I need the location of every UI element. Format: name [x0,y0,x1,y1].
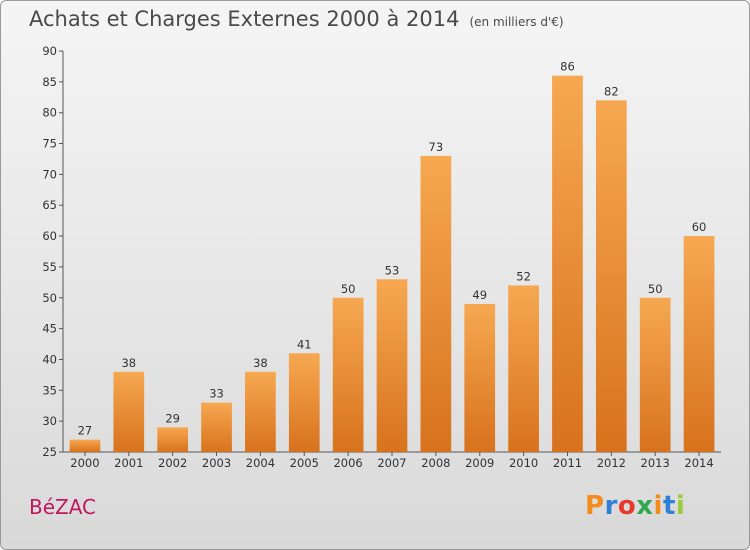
x-tick-label: 2000 [70,456,99,470]
bar [201,402,232,452]
x-tick-label: 2002 [158,456,187,470]
y-tick-label: 90 [42,44,57,58]
logo-letter: i [675,491,686,521]
data-label: 60 [692,220,707,234]
y-tick-label: 25 [42,445,57,459]
y-tick-label: 30 [42,414,57,428]
y-tick-label: 85 [42,75,57,89]
bar [464,303,496,452]
x-tick-label: 2004 [246,456,275,470]
y-tick-label: 70 [42,167,57,181]
data-label: 53 [385,263,400,277]
logo-letter: P [585,491,605,521]
data-label: 38 [121,356,136,370]
bar [113,371,145,452]
x-tick-label: 2001 [114,456,143,470]
data-label: 86 [560,60,575,74]
bar [245,371,276,452]
logo-letter: o [617,491,637,521]
data-label: 73 [429,140,444,154]
bar [69,439,101,452]
bar [683,236,715,452]
data-label: 82 [604,84,619,98]
proxiti-logo: Proxiti [585,491,685,521]
bar [508,285,539,452]
data-label: 49 [472,288,487,302]
y-tick-label: 50 [42,291,57,305]
bar [420,155,452,452]
y-tick-label: 65 [42,198,57,212]
logo-letter: r [604,491,618,521]
bar [157,427,189,452]
x-tick-label: 2005 [290,456,319,470]
bar [376,279,408,452]
x-tick-label: 2007 [377,456,406,470]
y-tick-label: 35 [42,383,57,397]
data-label: 33 [209,387,224,401]
title-row: Achats et Charges Externes 2000 à 2014 (e… [29,7,564,31]
x-tick-label: 2014 [684,456,713,470]
y-tick-label: 40 [42,352,57,366]
x-tick-label: 2008 [421,456,450,470]
data-label: 50 [648,282,663,296]
logo-letter: x [636,491,654,521]
x-tick-label: 2006 [333,456,362,470]
x-tick-label: 2011 [553,456,582,470]
y-tick-label: 80 [42,106,57,120]
y-tick-label: 75 [42,137,57,151]
x-tick-label: 2010 [509,456,538,470]
bar [595,100,627,452]
bar [332,297,364,452]
bar [288,353,320,452]
chart-title: Achats et Charges Externes 2000 à 2014 [29,7,460,31]
x-tick-label: 2003 [202,456,231,470]
data-label: 50 [341,282,356,296]
y-tick-label: 60 [42,229,57,243]
x-tick-label: 2009 [465,456,494,470]
data-label: 38 [253,356,268,370]
data-label: 52 [516,269,531,283]
chart-subtitle: (en milliers d'€) [469,15,564,29]
y-tick-label: 45 [42,322,57,336]
x-tick-label: 2012 [597,456,626,470]
bar [639,297,671,452]
logo-letter: i [653,491,663,521]
y-tick-label: 55 [42,260,57,274]
data-label: 29 [165,411,180,425]
x-tick-label: 2013 [641,456,670,470]
data-label: 27 [78,424,93,438]
logo-letter: t [662,491,676,521]
data-label: 41 [297,337,312,351]
bar [552,75,583,452]
commune-name: BéZAC [29,495,97,519]
